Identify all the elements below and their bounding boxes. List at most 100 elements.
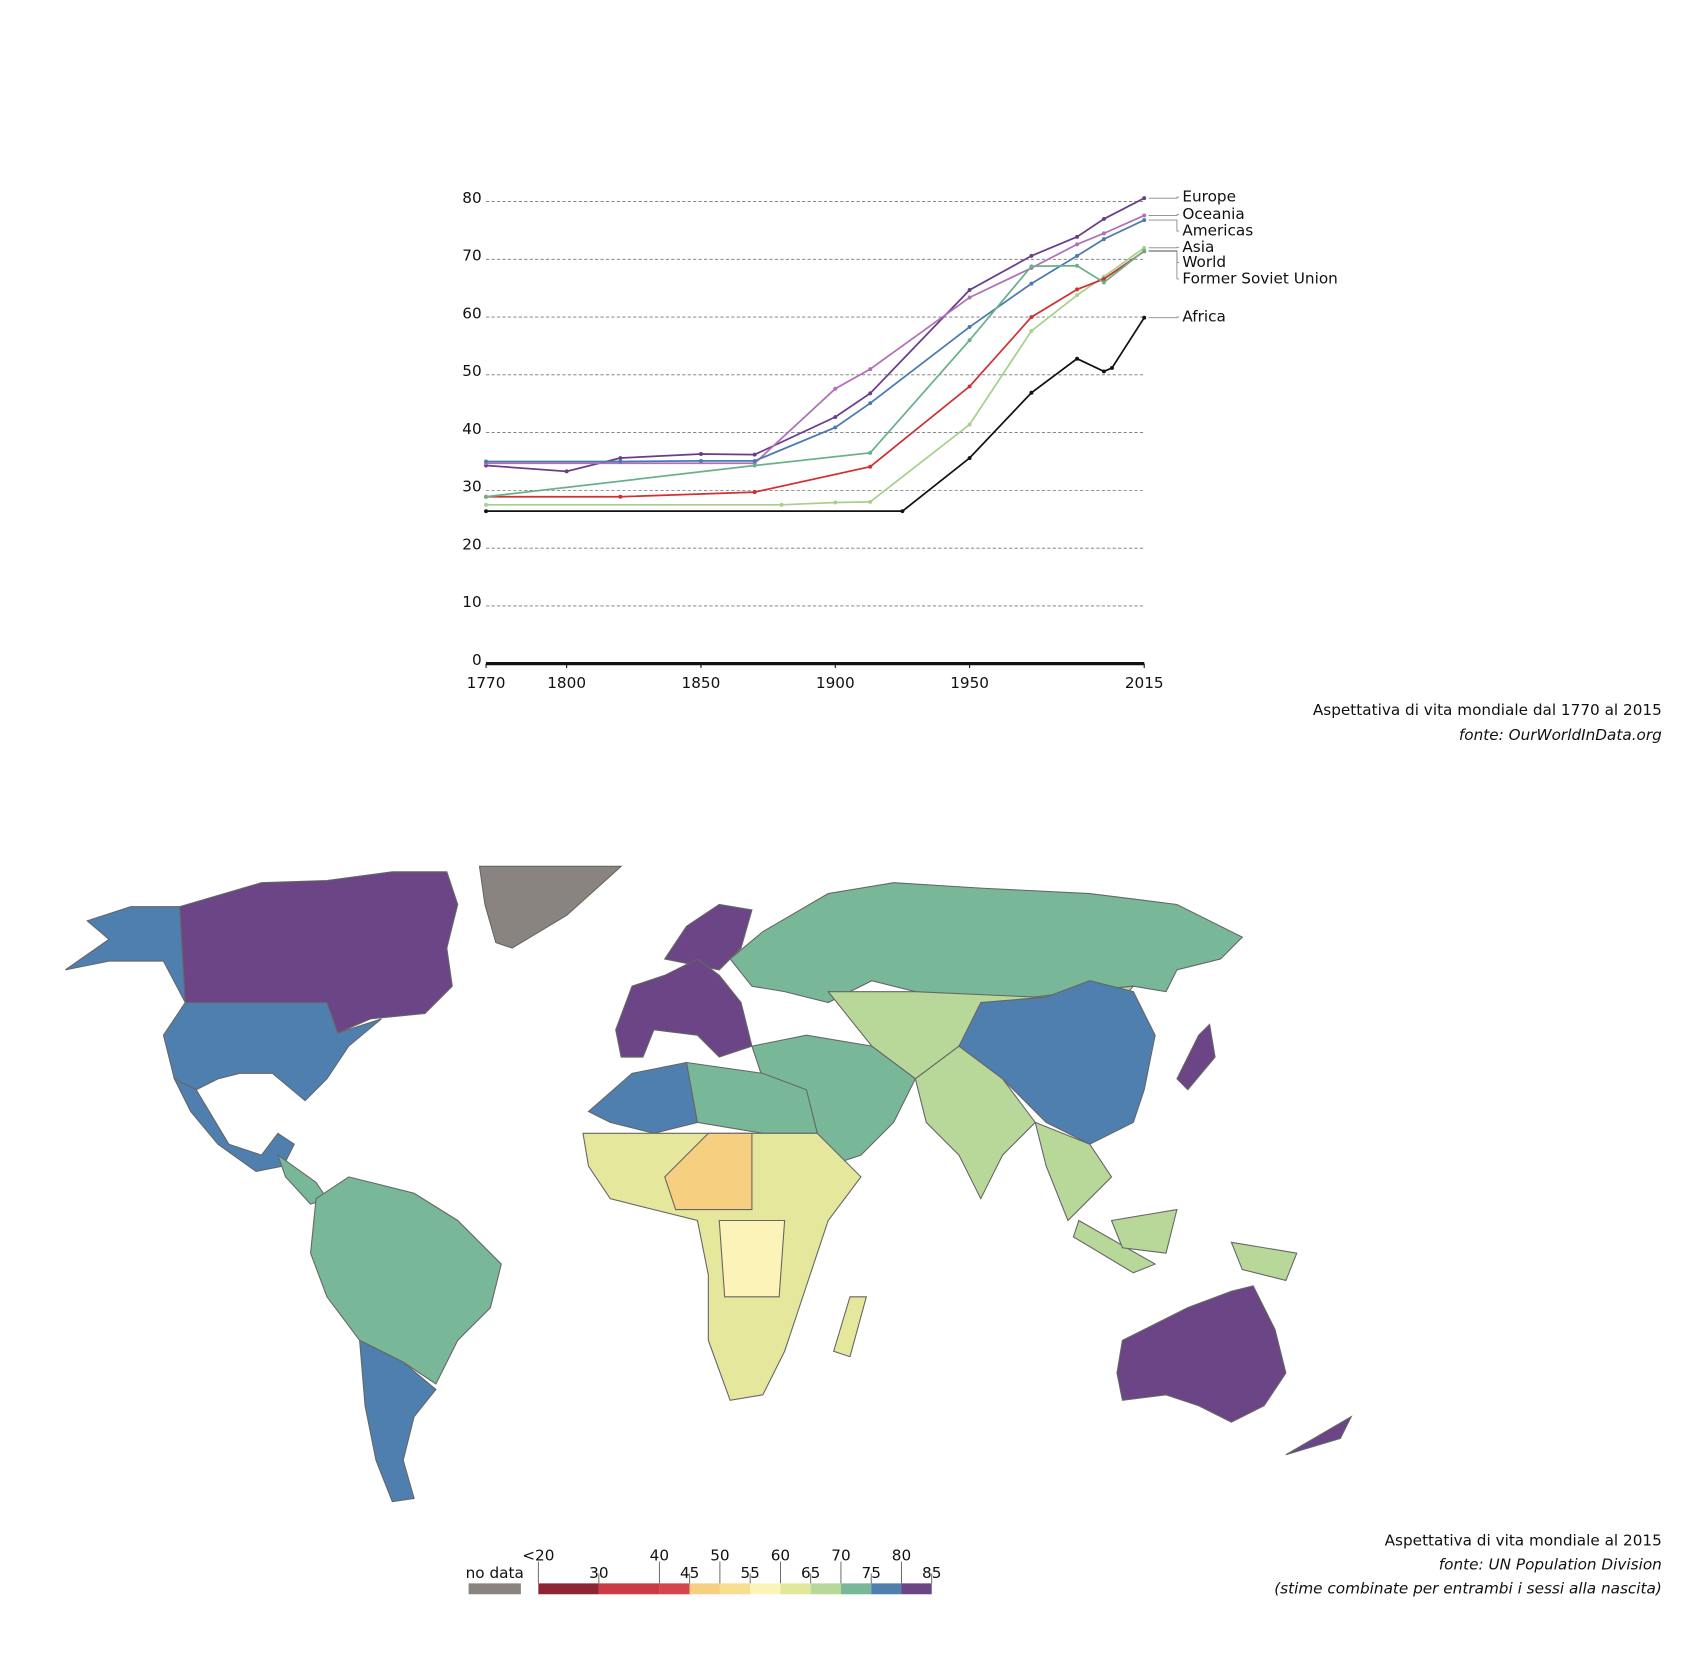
point — [1029, 281, 1034, 286]
series-label: Former Soviet Union — [1182, 269, 1337, 287]
point — [833, 415, 838, 419]
chart-caption: Aspettativa di vita mondiale dal 1770 al… — [1313, 701, 1662, 719]
x-tick-label: 1800 — [547, 674, 586, 692]
point — [484, 494, 488, 499]
point — [618, 456, 623, 460]
map-source: fonte: UN Population Division — [1439, 1555, 1662, 1573]
point — [967, 456, 972, 460]
y-tick-label: 40 — [462, 420, 481, 438]
legend-swatch — [598, 1583, 660, 1595]
point — [484, 502, 488, 507]
point — [752, 490, 757, 495]
point — [752, 463, 757, 468]
point — [1142, 213, 1147, 218]
x-tick-label: 1850 — [682, 674, 721, 692]
point — [1075, 287, 1080, 292]
point — [779, 502, 784, 507]
legend-label: <20 — [522, 1547, 554, 1565]
legend-label: 55 — [740, 1564, 759, 1582]
point — [1142, 315, 1147, 320]
point — [618, 494, 623, 499]
series-label: World — [1182, 253, 1226, 271]
y-tick-label: 70 — [462, 247, 481, 265]
x-tick-label: 1770 — [467, 674, 506, 692]
legend-label: 85 — [922, 1564, 941, 1582]
point — [833, 386, 838, 391]
point — [698, 452, 703, 456]
point — [1142, 245, 1147, 250]
y-tick-label: 60 — [462, 304, 481, 322]
point — [1075, 253, 1080, 258]
point — [1101, 216, 1106, 221]
point — [1101, 369, 1106, 374]
point — [967, 422, 972, 427]
series-label: Oceania — [1182, 205, 1244, 223]
y-tick-label: 10 — [462, 593, 481, 611]
point — [967, 324, 972, 329]
legend-swatch — [840, 1583, 872, 1595]
point — [868, 450, 873, 455]
y-tick-label: 80 — [462, 189, 481, 207]
point — [868, 391, 873, 396]
point — [1029, 253, 1034, 258]
point — [752, 458, 757, 463]
point — [967, 288, 972, 292]
x-tick-label: 1950 — [950, 674, 989, 692]
point — [833, 425, 838, 430]
point — [484, 459, 488, 464]
y-tick-label: 50 — [462, 362, 481, 380]
no-data-label: no data — [466, 1564, 524, 1582]
series-label: Americas — [1182, 222, 1253, 240]
series-label: Africa — [1182, 308, 1226, 326]
label-connector — [1148, 316, 1180, 319]
label-connector — [1148, 196, 1180, 199]
point — [1101, 277, 1106, 281]
legend-swatch — [659, 1583, 690, 1595]
point — [618, 459, 623, 464]
point — [1029, 390, 1034, 395]
y-tick-label: 20 — [462, 535, 481, 553]
point — [1029, 329, 1034, 333]
series-line — [486, 317, 1145, 513]
point — [698, 458, 703, 463]
label-connector — [1148, 214, 1180, 216]
legend-label: 80 — [892, 1547, 911, 1565]
point — [1142, 218, 1147, 223]
point — [1101, 280, 1106, 285]
point — [868, 367, 873, 372]
series-label: Europe — [1182, 188, 1236, 206]
label-connector — [1148, 250, 1180, 264]
legend-swatch — [750, 1583, 781, 1595]
point — [900, 509, 905, 514]
legend-label: 75 — [862, 1564, 881, 1582]
legend-label: 50 — [710, 1547, 729, 1565]
point — [1075, 263, 1080, 268]
x-tick-label: 2015 — [1125, 674, 1164, 692]
point — [1029, 264, 1034, 269]
chart-source: fonte: OurWorldInData.org — [1459, 726, 1662, 744]
legend-swatch — [901, 1583, 932, 1595]
world-map — [65, 865, 1353, 1503]
point — [967, 295, 972, 300]
series-line — [485, 197, 1145, 473]
x-tick-label: 1900 — [816, 674, 855, 692]
point — [752, 452, 757, 457]
series-label: Asia — [1182, 238, 1214, 256]
legend-swatch — [780, 1583, 811, 1595]
point — [967, 338, 972, 343]
series-line — [485, 250, 1145, 498]
point — [1075, 242, 1080, 247]
point — [1029, 315, 1034, 320]
legend-label: 40 — [650, 1547, 669, 1565]
map-note: (stime combinate per entrambi i sessi al… — [1274, 1579, 1662, 1597]
point — [868, 464, 873, 469]
point — [868, 499, 873, 504]
y-tick-label: 30 — [462, 478, 481, 496]
legend-swatch — [719, 1583, 751, 1595]
legend-swatch — [689, 1583, 720, 1595]
point — [1142, 248, 1147, 253]
point — [1101, 231, 1106, 236]
legend-swatch — [810, 1583, 841, 1595]
